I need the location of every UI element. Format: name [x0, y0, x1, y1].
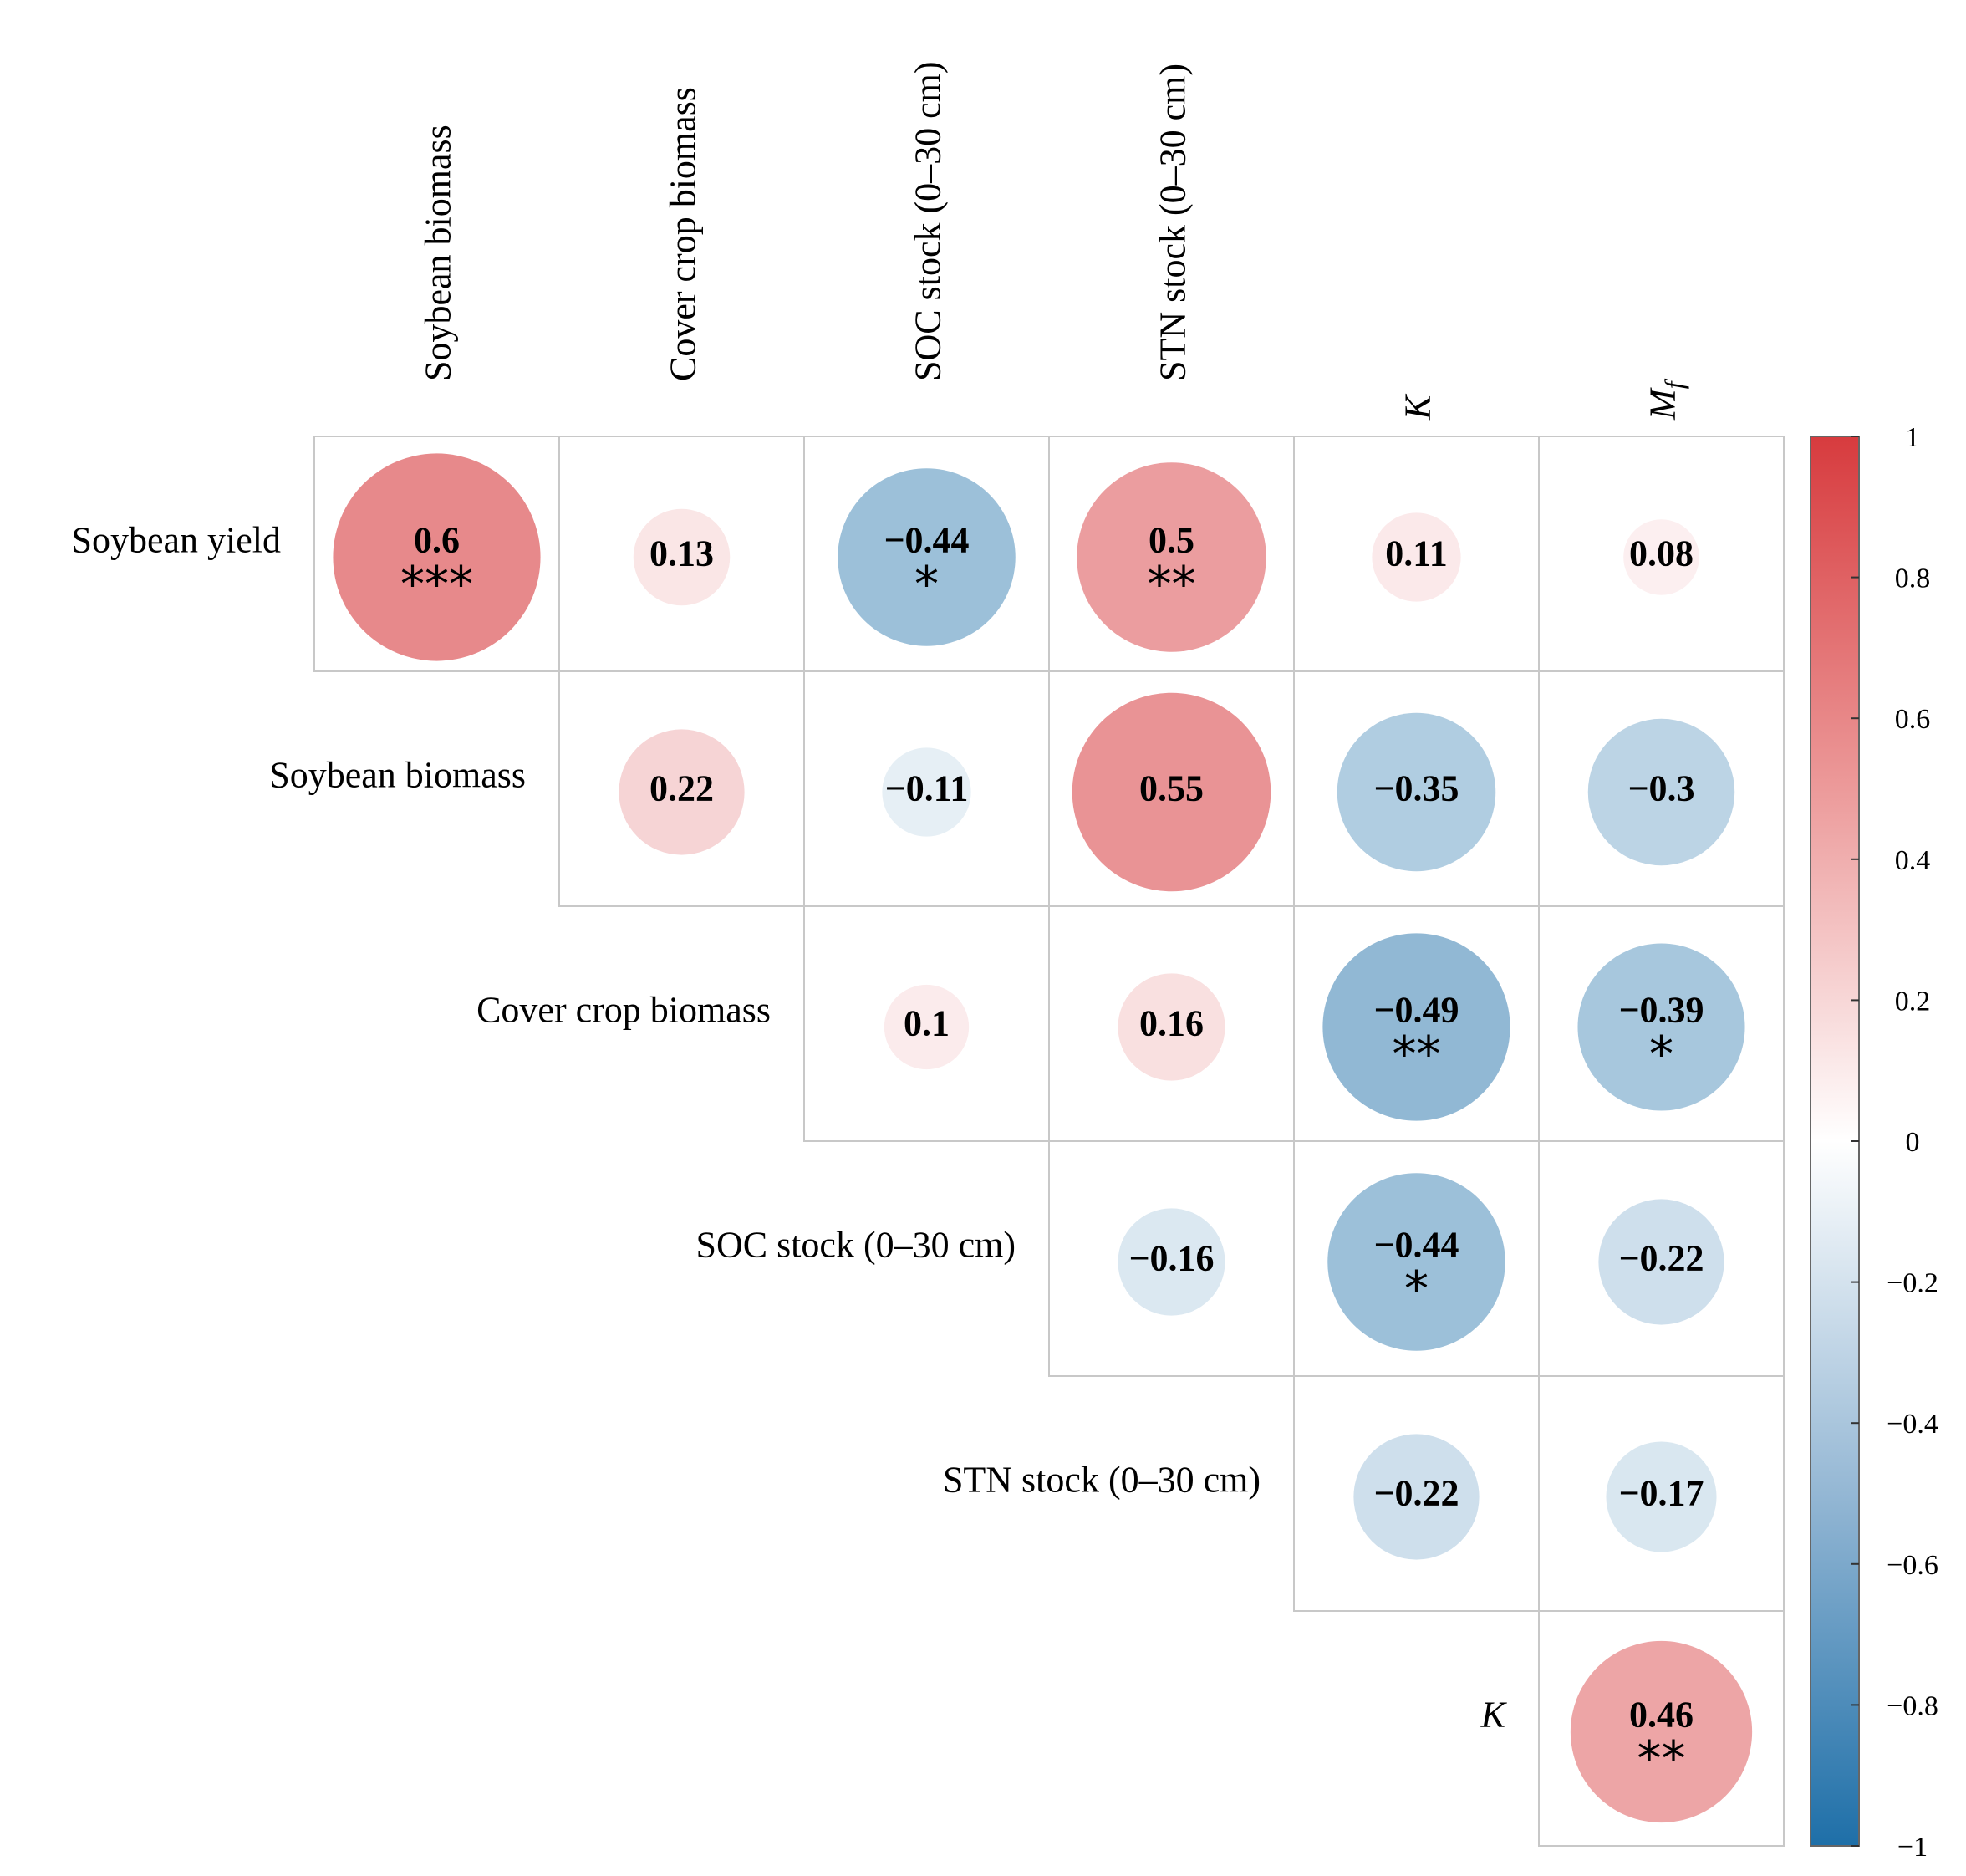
column-label: STN stock (0–30 cm) [1153, 64, 1194, 381]
correlation-circle [1118, 973, 1225, 1081]
column-label: Mf [1643, 378, 1689, 421]
correlation-value-label: 0.13 [649, 533, 714, 574]
correlation-circle [1353, 1434, 1480, 1560]
colorbar-tick-label: 0.4 [1895, 845, 1931, 876]
row-label: STN stock (0–30 cm) [943, 1460, 1261, 1501]
correlation-circle [1077, 462, 1266, 652]
correlation-value-label: −0.49 [1373, 990, 1459, 1031]
colorbar-tick-label: 0.6 [1895, 704, 1931, 735]
correlation-value-label: 0.08 [1629, 533, 1694, 574]
correlation-value-label: 0.5 [1149, 520, 1194, 561]
correlation-value-label: −0.35 [1373, 768, 1459, 809]
correlation-value-label: −0.44 [1373, 1225, 1459, 1266]
colorbar-tick-label: −0.4 [1887, 1409, 1938, 1440]
row-label: K [1480, 1695, 1508, 1736]
row-labels: Soybean yield Soybean biomass Cover crop b… [71, 520, 1507, 1736]
correlation-value-label: 0.11 [1385, 533, 1448, 574]
significance-stars: ** [1637, 1731, 1686, 1787]
correlation-value-label: −0.44 [884, 520, 969, 561]
correlation-value-label: −0.17 [1618, 1473, 1704, 1514]
significance-stars: ** [1393, 1026, 1441, 1083]
column-labels: Soybean biomass Cover crop biomass SOC sto… [418, 61, 1689, 421]
colorbar-tick-label: 0.2 [1895, 986, 1931, 1017]
colorbar-tick-label: −0.2 [1887, 1268, 1938, 1299]
correlation-circle [884, 984, 970, 1070]
correlation-circles: 0.6***0.13 −0.44*0.5**0.11 0.080.22 −0.11 0.… [333, 453, 1753, 1823]
grid-cell [1538, 1610, 1785, 1847]
significance-stars: *** [400, 556, 473, 613]
colorbar-tick-label: −0.6 [1887, 1550, 1938, 1581]
correlation-circle [1577, 943, 1745, 1111]
column-label: K [1398, 393, 1439, 421]
correlation-circle [838, 468, 1016, 646]
correlation-circle [1606, 1441, 1717, 1552]
correlation-circle [1598, 1199, 1724, 1325]
correlation-value-label: 0.55 [1139, 768, 1204, 809]
correlation-value-label: 0.1 [904, 1003, 950, 1044]
correlation-circle [1337, 712, 1496, 872]
colorbar-tick-label: −1 [1897, 1832, 1928, 1863]
correlation-value-label: 0.46 [1629, 1695, 1694, 1736]
column-label: Soybean biomass [418, 125, 459, 381]
correlation-circle [1072, 692, 1271, 892]
correlation-value-label: −0.22 [1618, 1238, 1704, 1279]
colorbar: 1 0.8 0.6 0.4 0.2 0 −0.2 −0.4 −0.6 −0.8 −1 [1810, 422, 1938, 1863]
row-label: SOC stock (0–30 cm) [695, 1225, 1016, 1266]
matrix-grid [313, 436, 1785, 1847]
correlation-value-label: −0.39 [1618, 990, 1704, 1031]
correlation-circle [1327, 1173, 1505, 1351]
correlation-value-label: 0.6 [414, 520, 460, 561]
correlation-circle [882, 747, 971, 837]
significance-stars: ** [1148, 556, 1196, 613]
significance-stars: * [1404, 1261, 1429, 1318]
correlation-value-label: −0.22 [1373, 1473, 1459, 1514]
significance-stars: * [1649, 1026, 1673, 1083]
correlation-circle [1118, 1208, 1225, 1316]
correlation-circle [1570, 1640, 1753, 1823]
correlation-circle [1322, 933, 1510, 1121]
row-label: Soybean yield [71, 520, 281, 561]
correlation-value-label: 0.22 [649, 768, 714, 809]
correlation-circle [333, 453, 541, 661]
colorbar-tick-label: 1 [1906, 422, 1920, 453]
colorbar-tick-label: 0 [1906, 1127, 1920, 1158]
correlation-value-label: 0.16 [1139, 1003, 1204, 1044]
correlation-circle [1623, 519, 1699, 595]
row-label: Soybean biomass [269, 755, 526, 796]
correlation-value-label: −0.11 [885, 768, 969, 809]
correlation-circle [633, 508, 731, 606]
significance-stars: * [914, 556, 939, 613]
colorbar-tick-label: −0.8 [1887, 1690, 1938, 1721]
row-label: Cover crop biomass [476, 990, 771, 1031]
correlation-value-label: −0.3 [1627, 768, 1694, 809]
correlation-circle [1587, 718, 1735, 866]
correlation-circle [619, 729, 745, 855]
column-label: Cover crop biomass [663, 87, 704, 381]
correlation-circle [1372, 512, 1461, 602]
column-label: SOC stock (0–30 cm) [908, 61, 949, 381]
colorbar-tick-label: 0.8 [1895, 563, 1931, 594]
correlation-value-label: −0.16 [1128, 1238, 1214, 1279]
